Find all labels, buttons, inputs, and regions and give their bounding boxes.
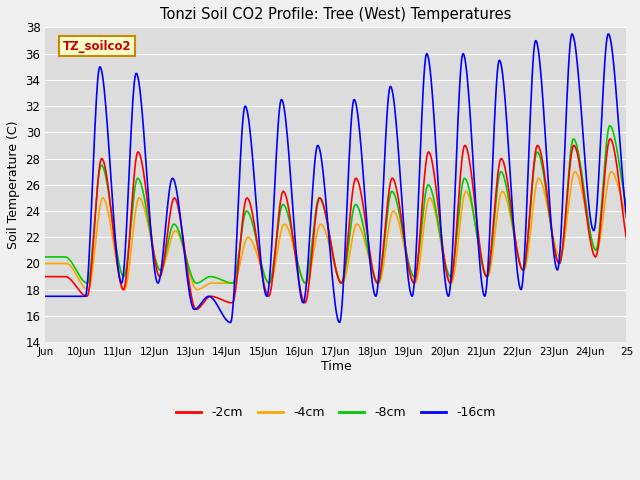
X-axis label: Time: Time <box>321 360 351 373</box>
Title: Tonzi Soil CO2 Profile: Tree (West) Temperatures: Tonzi Soil CO2 Profile: Tree (West) Temp… <box>160 7 511 22</box>
Text: TZ_soilco2: TZ_soilco2 <box>63 40 131 53</box>
Y-axis label: Soil Temperature (C): Soil Temperature (C) <box>7 120 20 249</box>
Legend: -2cm, -4cm, -8cm, -16cm: -2cm, -4cm, -8cm, -16cm <box>172 401 500 424</box>
